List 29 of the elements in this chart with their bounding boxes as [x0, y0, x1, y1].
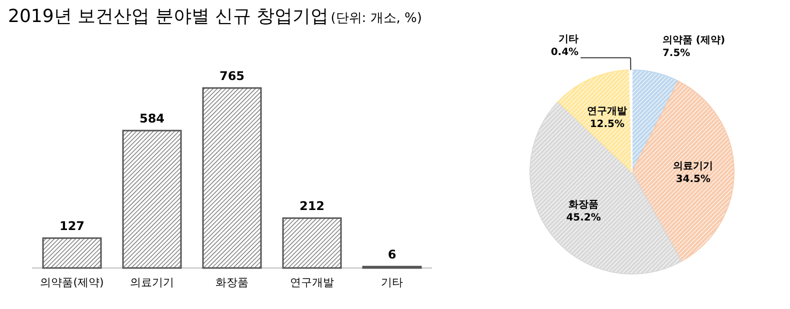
data-label: 12.5% [590, 119, 625, 130]
data-label: 212 [299, 199, 325, 214]
data-label: 127 [59, 219, 85, 234]
slice-label: 의약품 (제약) [662, 35, 726, 46]
bar [122, 130, 182, 269]
slice-label: 기타 [558, 34, 579, 45]
x-tick-label: 연구개발 [290, 276, 334, 289]
data-label: 0.4% [550, 46, 579, 58]
data-label: 765 [219, 69, 245, 83]
data-label: 6 [388, 248, 396, 262]
x-tick-label: 기타 [381, 276, 403, 289]
data-label: 34.5% [676, 174, 711, 185]
bar [282, 217, 342, 269]
chart-title: 2019년 보건산업 분야별 신규 창업기업 [8, 6, 329, 27]
x-tick-label: 화장품 [216, 276, 248, 289]
slice-label: 의료기기 [673, 160, 714, 172]
bar [202, 87, 262, 269]
slice-label: 화장품 [568, 199, 599, 210]
bar [42, 237, 102, 269]
x-tick-label: 의약품(제약) [40, 276, 104, 289]
x-tick-label: 의료기기 [130, 276, 174, 289]
slice-label: 연구개발 [587, 106, 628, 118]
pie-slice [628, 70, 632, 172]
data-label: 45.2% [566, 212, 601, 224]
pie-slice [558, 70, 632, 172]
chart-subtitle: (단위: 개소, %) [330, 11, 422, 26]
pie-slice [632, 80, 734, 262]
data-label: 584 [139, 112, 165, 126]
data-label: 7.5% [662, 48, 690, 60]
